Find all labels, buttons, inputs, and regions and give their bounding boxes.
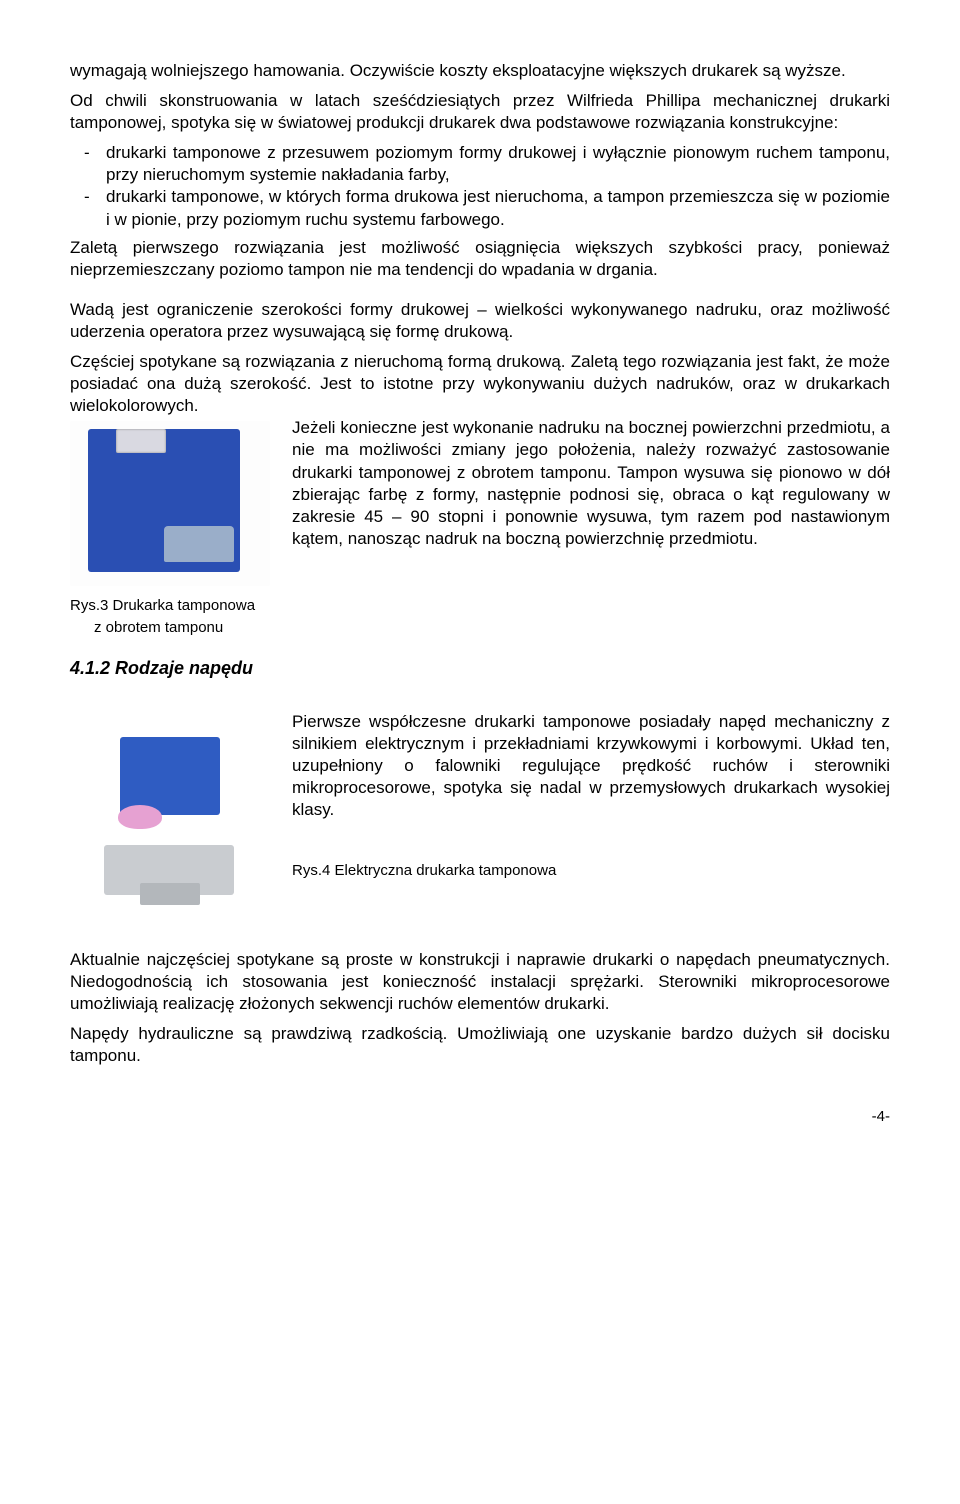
- paragraph-hydraulic: Napędy hydrauliczne są prawdziwą rzadkoś…: [70, 1023, 890, 1067]
- paragraph-common: Częściej spotykane są rozwiązania z nier…: [70, 351, 890, 417]
- page-number: -4-: [70, 1107, 890, 1127]
- figure-3-caption-line2: z obrotem tamponu: [94, 618, 890, 638]
- bullet-item-2: drukarki tamponowe, w których forma druk…: [106, 186, 890, 230]
- bullet-list: drukarki tamponowe z przesuwem poziomym …: [70, 142, 890, 230]
- paragraph-advantage: Zaletą pierwszego rozwiązania jest możli…: [70, 237, 890, 281]
- figure-3-caption-line1: Rys.3 Drukarka tamponowa: [70, 596, 890, 616]
- bullet-item-1: drukarki tamponowe z przesuwem poziomym …: [106, 142, 890, 186]
- figure-4-image: [70, 715, 270, 905]
- paragraph-disadvantage: Wadą jest ograniczenie szerokości formy …: [70, 299, 890, 343]
- paragraph-history: Od chwili skonstruowania w latach sześćd…: [70, 90, 890, 134]
- paragraph-intro: wymagają wolniejszego hamowania. Oczywiś…: [70, 60, 890, 82]
- heading-rodzaje-napedu: 4.1.2 Rodzaje napędu: [70, 657, 890, 680]
- figure-3-image: [70, 421, 270, 586]
- paragraph-pneumatic: Aktualnie najczęściej spotykane są prost…: [70, 949, 890, 1015]
